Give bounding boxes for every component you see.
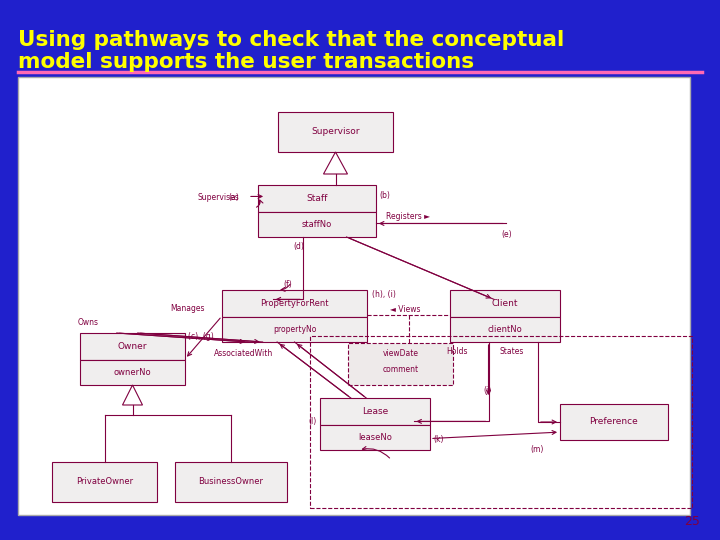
Text: leaseNo: leaseNo [358, 433, 392, 442]
Text: Holds: Holds [446, 347, 467, 356]
Text: (d): (d) [294, 242, 305, 251]
FancyBboxPatch shape [278, 112, 393, 152]
FancyBboxPatch shape [18, 77, 690, 515]
Text: (k): (k) [433, 435, 444, 444]
Text: Registers ►: Registers ► [386, 212, 430, 221]
Text: BusinessOwner: BusinessOwner [199, 477, 264, 487]
Text: (j): (j) [483, 386, 491, 395]
Text: Supervises: Supervises [198, 193, 240, 201]
FancyBboxPatch shape [320, 398, 430, 425]
FancyBboxPatch shape [348, 343, 453, 385]
Text: 25: 25 [684, 515, 700, 528]
FancyBboxPatch shape [222, 317, 367, 342]
Text: Lease: Lease [362, 407, 388, 416]
Text: model supports the user transactions: model supports the user transactions [18, 52, 474, 72]
FancyBboxPatch shape [222, 290, 367, 317]
Text: AssociatedWith: AssociatedWith [214, 349, 274, 358]
Text: Client: Client [492, 299, 518, 308]
Text: States: States [500, 347, 524, 356]
Text: (c), (g): (c), (g) [188, 332, 214, 341]
Text: ownerNo: ownerNo [114, 368, 151, 377]
Text: Owns: Owns [78, 318, 99, 327]
FancyBboxPatch shape [258, 212, 376, 237]
Text: staffNo: staffNo [302, 220, 332, 229]
Text: Supervisor: Supervisor [311, 127, 360, 137]
FancyBboxPatch shape [450, 317, 560, 342]
Text: PropertyForRent: PropertyForRent [260, 299, 329, 308]
FancyBboxPatch shape [258, 185, 376, 212]
FancyBboxPatch shape [175, 462, 287, 502]
Text: Owner: Owner [118, 342, 148, 351]
Text: (e): (e) [501, 231, 512, 239]
Text: (b): (b) [379, 191, 390, 200]
Text: Staff: Staff [306, 194, 328, 203]
Text: Preference: Preference [590, 417, 639, 427]
Text: (f): (f) [283, 280, 292, 289]
Text: Manages: Manages [170, 304, 204, 313]
Text: (a): (a) [229, 193, 239, 202]
FancyBboxPatch shape [320, 425, 430, 450]
Text: (m): (m) [530, 445, 544, 454]
Text: (l): (l) [308, 417, 316, 426]
FancyBboxPatch shape [560, 404, 668, 440]
FancyBboxPatch shape [80, 360, 185, 385]
Text: ◄ Views: ◄ Views [390, 305, 421, 314]
Text: clientNo: clientNo [487, 325, 523, 334]
Text: propertyNo: propertyNo [273, 325, 316, 334]
FancyBboxPatch shape [52, 462, 157, 502]
FancyBboxPatch shape [450, 290, 560, 317]
Text: comment: comment [382, 364, 418, 374]
Text: Using pathways to check that the conceptual: Using pathways to check that the concept… [18, 30, 564, 50]
Text: PrivateOwner: PrivateOwner [76, 477, 133, 487]
Text: (h), (i): (h), (i) [372, 291, 396, 299]
Text: viewDate: viewDate [382, 349, 418, 359]
FancyBboxPatch shape [80, 333, 185, 360]
